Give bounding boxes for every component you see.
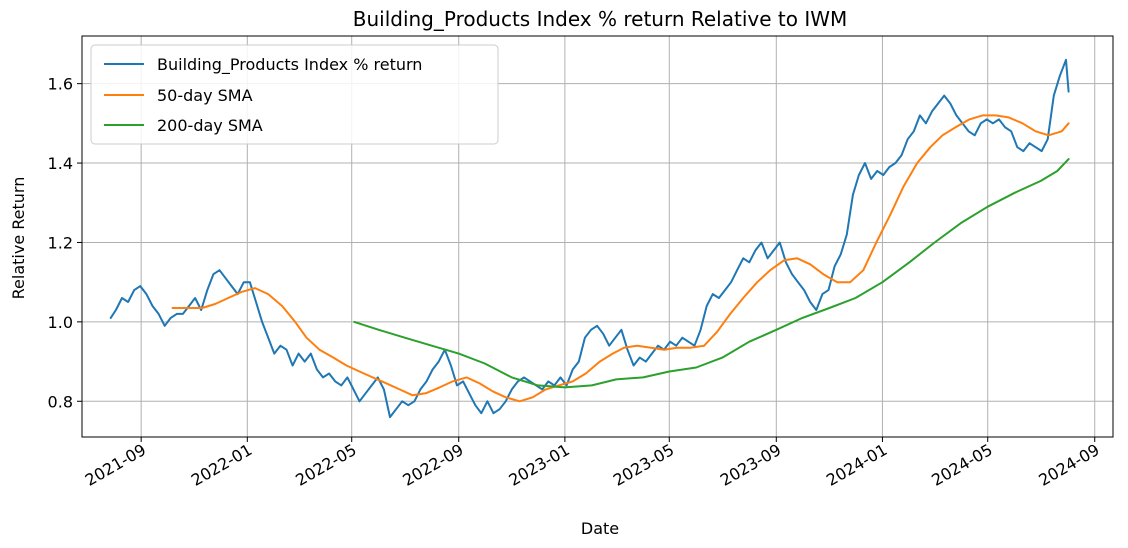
x-axis-label: Date [581, 519, 619, 538]
legend-label-0: Building_Products Index % return [157, 55, 422, 75]
legend-box [90, 44, 499, 145]
x-tick-label: 2022-05 [292, 440, 359, 490]
y-tick-label: 1.2 [48, 233, 73, 252]
series-lines [109, 58, 1070, 419]
x-tick-label: 2023-09 [717, 440, 784, 490]
plot-area-frame [81, 35, 1114, 438]
legend: Building_Products Index % return 50-day … [90, 44, 499, 145]
y-tick-label: 1.4 [48, 154, 73, 173]
x-tick-label: 2022-09 [399, 440, 466, 490]
y-tick-label: 1.6 [48, 75, 73, 94]
grid-lines [82, 36, 1113, 437]
y-axis-ticks: 0.8 1.0 1.2 1.4 1.6 [48, 75, 82, 411]
x-tick-label: 2022-01 [188, 440, 255, 490]
x-tick-label: 2024-01 [823, 440, 890, 490]
series-line-200-day-sma [353, 158, 1070, 389]
legend-label-1: 50-day SMA [157, 86, 253, 105]
x-tick-label: 2023-05 [610, 440, 677, 490]
y-axis-label: Relative Return [9, 177, 28, 300]
series-line-50-day-sma [171, 114, 1070, 403]
x-axis-ticks: 2021-09 2022-01 2022-05 2022-09 2023-01 2023-… [82, 437, 1103, 490]
y-tick-label: 0.8 [48, 392, 73, 411]
chart-title: Building_Products Index % return Relativ… [353, 7, 848, 31]
x-tick-label: 2024-05 [928, 440, 995, 490]
y-tick-label: 1.0 [48, 313, 73, 332]
x-tick-label: 2023-01 [505, 440, 572, 490]
series-line-index-return [109, 58, 1070, 419]
x-tick-label: 2024-09 [1035, 440, 1102, 490]
legend-label-2: 200-day SMA [157, 116, 263, 135]
x-tick-label: 2021-09 [82, 440, 149, 490]
